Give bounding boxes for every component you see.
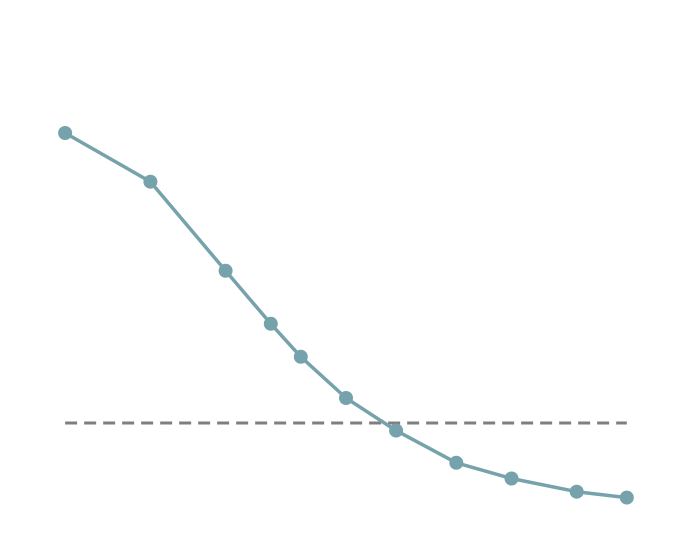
data-point (143, 174, 158, 189)
data-point (339, 391, 353, 405)
data-point (58, 126, 73, 140)
data-point (293, 349, 308, 364)
data-point (389, 423, 404, 438)
data-point (263, 316, 278, 331)
data-point (619, 490, 634, 505)
data-point (449, 455, 464, 470)
data-point (569, 484, 584, 499)
series-points-layer (58, 126, 634, 505)
data-point (504, 471, 519, 486)
data-point (218, 263, 233, 278)
